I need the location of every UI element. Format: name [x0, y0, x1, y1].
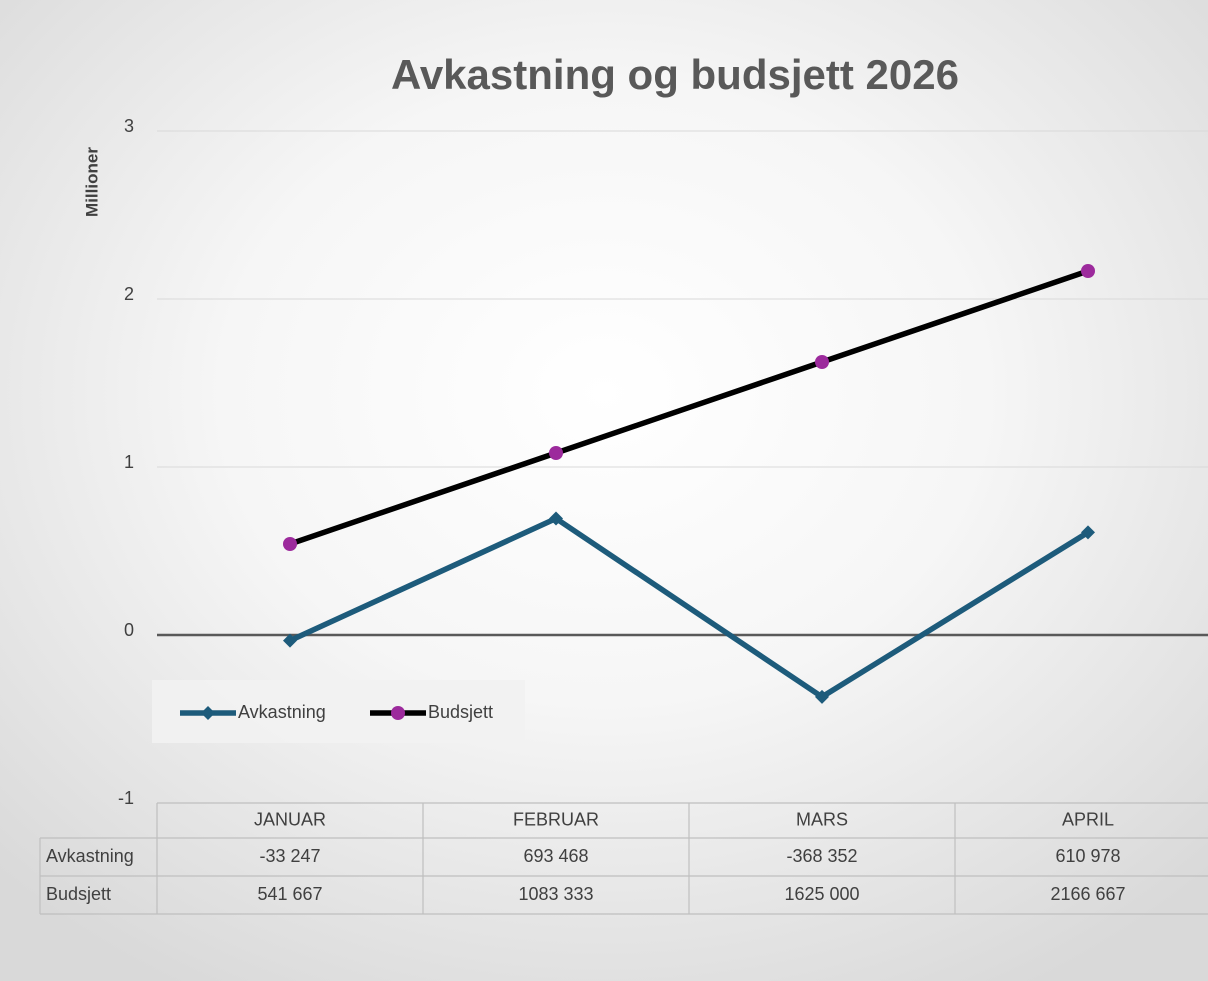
table-row-label: Budsjett [46, 884, 111, 904]
data-point [815, 355, 829, 369]
y-tick-label: 0 [124, 620, 134, 640]
y-axis-label: Millioner [82, 147, 101, 217]
table-cell: 1625 000 [784, 884, 859, 904]
data-point [1081, 525, 1095, 540]
chart-title: Avkastning og budsjett 2026 [391, 51, 959, 98]
table-cell: -33 247 [259, 846, 320, 866]
y-tick-label: 2 [124, 284, 134, 304]
y-tick-label: 1 [124, 452, 134, 472]
data-point [283, 633, 297, 648]
table-row-label: Avkastning [46, 846, 134, 866]
legend-marker [391, 706, 405, 720]
table-cell: 610 978 [1055, 846, 1120, 866]
y-tick-label: -1 [118, 788, 134, 808]
data-point [283, 536, 297, 551]
series-line [289, 268, 1089, 547]
table-cell: 541 667 [257, 884, 322, 904]
legend-marker [201, 706, 215, 720]
x-tick-label: MARS [796, 809, 848, 829]
data-point [549, 446, 563, 461]
x-tick-label: FEBRUAR [513, 809, 599, 829]
table-cell: 2166 667 [1050, 884, 1125, 904]
y-tick-label: 3 [124, 116, 134, 136]
data-point [1081, 263, 1095, 278]
series-line [288, 515, 1090, 700]
table-cell: 1083 333 [518, 884, 593, 904]
table-cell: 693 468 [523, 846, 588, 866]
x-tick-label: JANUAR [254, 809, 326, 829]
x-tick-label: APRIL [1062, 809, 1114, 829]
data-point [549, 511, 563, 526]
legend-label: Budsjett [428, 702, 493, 722]
data-point [815, 689, 829, 704]
legend-label: Avkastning [238, 702, 326, 722]
table-cell: -368 352 [786, 846, 857, 866]
